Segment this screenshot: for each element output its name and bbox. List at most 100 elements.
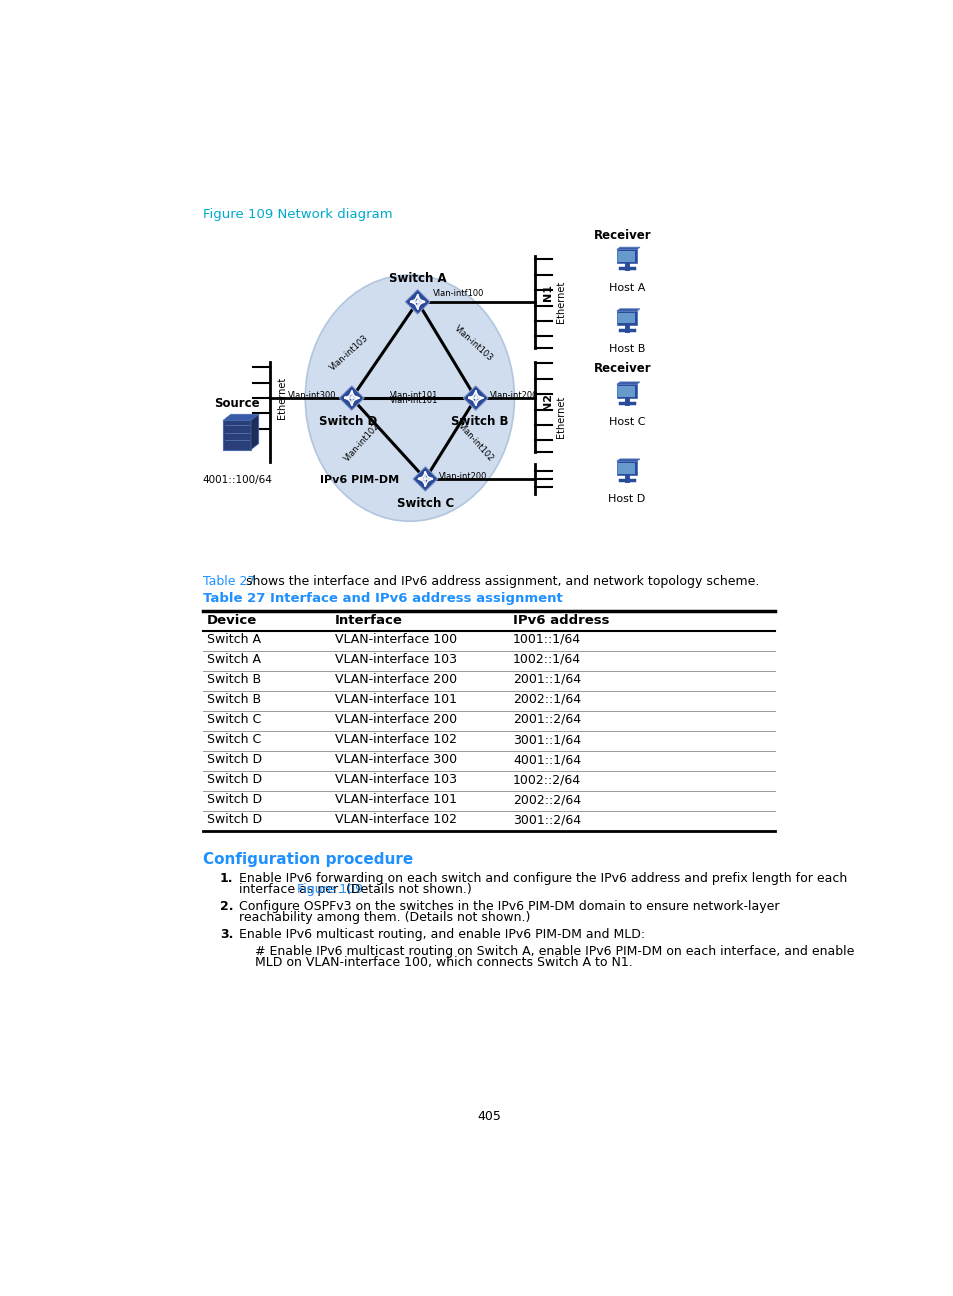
Text: VLAN-interface 103: VLAN-interface 103 [335, 772, 456, 787]
Text: Receiver: Receiver [594, 228, 651, 241]
Text: MLD on VLAN-interface 100, which connects Switch A to N1.: MLD on VLAN-interface 100, which connect… [254, 955, 632, 968]
Text: 2001::2/64: 2001::2/64 [513, 713, 580, 726]
Text: Table 27 Interface and IPv6 address assignment: Table 27 Interface and IPv6 address assi… [203, 592, 562, 605]
Text: 3.: 3. [220, 928, 233, 941]
Text: . (Details not shown.): . (Details not shown.) [337, 883, 471, 896]
Polygon shape [618, 251, 635, 262]
Text: 1002::1/64: 1002::1/64 [513, 653, 580, 666]
Text: Switch D: Switch D [207, 772, 262, 787]
Text: Switch D: Switch D [207, 753, 262, 766]
Text: Switch C: Switch C [396, 498, 454, 511]
Text: VLAN-interface 102: VLAN-interface 102 [335, 734, 456, 746]
Polygon shape [617, 248, 639, 249]
Text: 3001::1/64: 3001::1/64 [513, 734, 580, 746]
Text: VLAN-interface 101: VLAN-interface 101 [335, 693, 456, 706]
Text: Switch D: Switch D [318, 415, 376, 428]
FancyBboxPatch shape [223, 420, 251, 450]
Text: Host B: Host B [608, 345, 644, 354]
Text: Interface: Interface [335, 614, 402, 627]
Text: 1002::2/64: 1002::2/64 [513, 772, 580, 787]
Text: VLAN-interface 100: VLAN-interface 100 [335, 632, 456, 645]
Polygon shape [617, 461, 637, 476]
Text: shows the interface and IPv6 address assignment, and network topology scheme.: shows the interface and IPv6 address ass… [241, 575, 759, 588]
Text: Host D: Host D [608, 494, 645, 504]
Text: Ethernet: Ethernet [556, 397, 565, 438]
Text: 405: 405 [476, 1109, 500, 1122]
Text: Switch C: Switch C [207, 713, 261, 726]
Text: Vlan-int103: Vlan-int103 [452, 324, 494, 363]
Text: SWITCH: SWITCH [344, 397, 359, 400]
Text: Device: Device [207, 614, 256, 627]
Ellipse shape [305, 275, 514, 521]
Text: N1: N1 [542, 284, 552, 301]
Polygon shape [618, 463, 635, 473]
Text: Host A: Host A [608, 283, 644, 293]
Text: 1.: 1. [220, 872, 233, 885]
Text: Vlan-int300: Vlan-int300 [288, 391, 335, 400]
Text: Switch A: Switch A [389, 272, 446, 285]
Text: Vlan-int102: Vlan-int102 [456, 421, 495, 463]
Polygon shape [251, 415, 258, 450]
Text: Host C: Host C [608, 417, 644, 428]
Text: IPv6 address: IPv6 address [513, 614, 609, 627]
Polygon shape [223, 415, 258, 420]
Text: VLAN-interface 200: VLAN-interface 200 [335, 673, 456, 686]
Text: 1001::1/64: 1001::1/64 [513, 632, 580, 645]
Text: Vlan-int101: Vlan-int101 [389, 395, 437, 404]
Polygon shape [617, 459, 639, 461]
Text: SWITCH: SWITCH [410, 299, 425, 303]
Polygon shape [617, 311, 637, 325]
Text: Enable IPv6 forwarding on each switch and configure the IPv6 address and prefix : Enable IPv6 forwarding on each switch an… [239, 872, 846, 885]
Text: VLAN-interface 300: VLAN-interface 300 [335, 753, 456, 766]
Text: VLAN-interface 101: VLAN-interface 101 [335, 793, 456, 806]
Text: 2001::1/64: 2001::1/64 [513, 673, 580, 686]
Text: Vlan-intf100: Vlan-intf100 [433, 289, 484, 298]
Text: Vlan-int200: Vlan-int200 [439, 472, 487, 481]
Text: Enable IPv6 multicast routing, and enable IPv6 PIM-DM and MLD:: Enable IPv6 multicast routing, and enabl… [239, 928, 645, 941]
Text: IPv6 PIM-DM: IPv6 PIM-DM [319, 476, 398, 485]
Text: interface as per: interface as per [239, 883, 342, 896]
Polygon shape [617, 384, 637, 398]
Text: Switch B: Switch B [207, 693, 261, 706]
Text: Figure 109 Network diagram: Figure 109 Network diagram [203, 207, 393, 220]
Text: Configuration procedure: Configuration procedure [203, 853, 413, 867]
Polygon shape [405, 289, 430, 314]
Text: Vlan-int200: Vlan-int200 [489, 391, 537, 400]
Polygon shape [617, 308, 639, 311]
Text: Vlan-int102: Vlan-int102 [342, 421, 381, 463]
Text: Figure 109: Figure 109 [297, 883, 363, 896]
Text: SWITCH: SWITCH [468, 397, 483, 400]
Text: VLAN-interface 102: VLAN-interface 102 [335, 813, 456, 826]
Text: 4001::1/64: 4001::1/64 [513, 753, 580, 766]
Polygon shape [618, 386, 635, 397]
Text: Ethernet: Ethernet [556, 281, 565, 323]
Text: Switch C: Switch C [207, 734, 261, 746]
Text: 3001::2/64: 3001::2/64 [513, 813, 580, 826]
Text: reachability among them. (Details not shown.): reachability among them. (Details not sh… [239, 911, 530, 924]
Text: Switch B: Switch B [207, 673, 261, 686]
Text: VLAN-interface 103: VLAN-interface 103 [335, 653, 456, 666]
Text: 2.: 2. [220, 901, 233, 914]
Text: Configure OSPFv3 on the switches in the IPv6 PIM-DM domain to ensure network-lay: Configure OSPFv3 on the switches in the … [239, 901, 779, 914]
Polygon shape [617, 249, 637, 263]
Text: 4001::100/64: 4001::100/64 [202, 476, 272, 485]
Polygon shape [617, 382, 639, 384]
Text: N2: N2 [542, 394, 552, 411]
Text: Source: Source [214, 397, 259, 410]
Text: 2002::1/64: 2002::1/64 [513, 693, 580, 706]
Text: Switch A: Switch A [207, 653, 260, 666]
Text: VLAN-interface 200: VLAN-interface 200 [335, 713, 456, 726]
Text: Ethernet: Ethernet [276, 377, 287, 419]
Text: Table 27: Table 27 [203, 575, 255, 588]
Polygon shape [463, 386, 488, 411]
Text: Switch D: Switch D [207, 793, 262, 806]
Polygon shape [339, 386, 364, 411]
Text: 2002::2/64: 2002::2/64 [513, 793, 580, 806]
Text: Switch D: Switch D [207, 813, 262, 826]
Text: Receiver: Receiver [594, 362, 651, 375]
Text: SWITCH: SWITCH [417, 477, 433, 481]
Polygon shape [618, 312, 635, 324]
Text: Switch B: Switch B [451, 415, 508, 428]
Polygon shape [413, 467, 437, 491]
Text: # Enable IPv6 multicast routing on Switch A, enable IPv6 PIM-DM on each interfac: # Enable IPv6 multicast routing on Switc… [254, 945, 853, 958]
